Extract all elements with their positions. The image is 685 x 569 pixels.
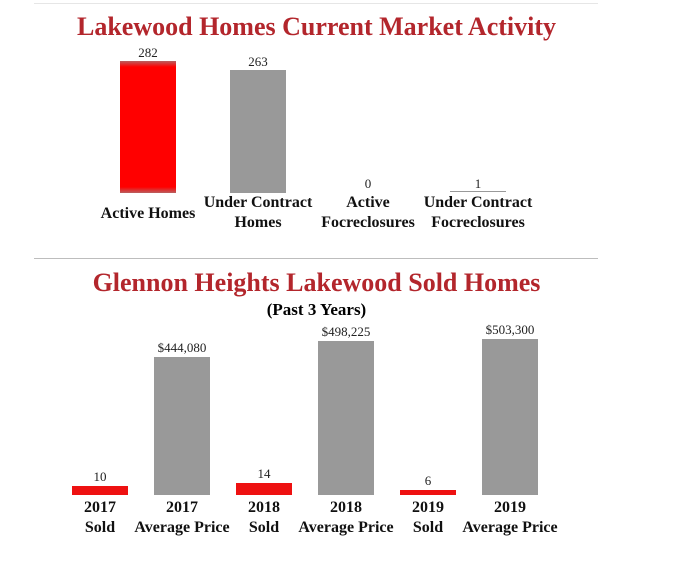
bar-3 bbox=[318, 341, 374, 495]
bar-1 bbox=[230, 70, 286, 193]
bar-2 bbox=[236, 483, 292, 495]
value-label-1: $444,080 bbox=[157, 340, 207, 355]
bar-3 bbox=[450, 191, 506, 192]
category-label-1: 2017 Average Price bbox=[134, 499, 230, 536]
chart2-title: Glennon Heights Lakewood Sold Homes bbox=[92, 268, 541, 297]
bar-0 bbox=[120, 61, 176, 193]
chart1-title: Lakewood Homes Current Market Activity bbox=[76, 12, 556, 41]
category-label-3: Under Contract Focreclosures bbox=[423, 194, 533, 231]
category-label-5: 2019 Average Price bbox=[462, 499, 558, 536]
category-label-2: 2018 Sold bbox=[248, 499, 280, 536]
value-label-2: 14 bbox=[257, 466, 271, 481]
category-label-0: Active Homes bbox=[100, 205, 196, 222]
value-label-0: 282 bbox=[138, 45, 158, 60]
chart2-subtitle: (Past 3 Years) bbox=[266, 300, 367, 319]
category-label-2: Active Focreclosures bbox=[321, 194, 415, 231]
value-label-5: $503,300 bbox=[485, 322, 535, 337]
category-label-3: 2018 Average Price bbox=[298, 499, 394, 536]
category-label-0: 2017 Sold bbox=[84, 499, 116, 536]
top-divider bbox=[34, 3, 598, 4]
value-label-3: $498,225 bbox=[321, 324, 371, 339]
bar-4 bbox=[400, 490, 456, 495]
bar-5 bbox=[482, 339, 538, 495]
category-label-4: 2019 Sold bbox=[412, 499, 444, 536]
bar-0 bbox=[72, 486, 128, 495]
value-label-2: 0 bbox=[364, 176, 372, 191]
value-label-3: 1 bbox=[474, 176, 482, 191]
value-label-0: 10 bbox=[93, 469, 107, 484]
category-label-1: Under Contract Homes bbox=[203, 194, 313, 231]
section-divider bbox=[34, 258, 598, 259]
bar-1 bbox=[154, 357, 210, 495]
value-label-4: 6 bbox=[424, 473, 432, 488]
value-label-1: 263 bbox=[248, 54, 268, 69]
